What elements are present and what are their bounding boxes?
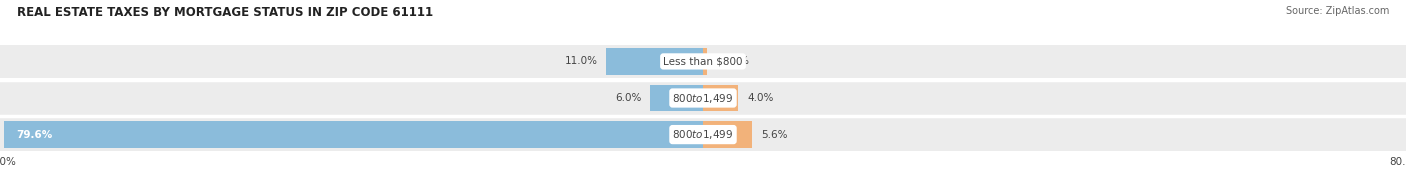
Bar	[0, 81, 1406, 115]
Bar	[703, 48, 707, 75]
Bar	[703, 121, 752, 148]
Bar	[606, 48, 703, 75]
Text: 0.51%: 0.51%	[716, 56, 749, 66]
Bar	[4, 121, 703, 148]
Text: $800 to $1,499: $800 to $1,499	[672, 128, 734, 141]
Bar	[0, 44, 1406, 78]
Bar	[650, 85, 703, 111]
Text: 79.6%: 79.6%	[17, 130, 53, 140]
Text: REAL ESTATE TAXES BY MORTGAGE STATUS IN ZIP CODE 61111: REAL ESTATE TAXES BY MORTGAGE STATUS IN …	[17, 6, 433, 19]
Text: 5.6%: 5.6%	[761, 130, 787, 140]
Text: $800 to $1,499: $800 to $1,499	[672, 92, 734, 104]
Text: 4.0%: 4.0%	[747, 93, 773, 103]
Text: Less than $800: Less than $800	[664, 56, 742, 66]
Bar	[703, 85, 738, 111]
Bar	[0, 118, 1406, 152]
Text: Source: ZipAtlas.com: Source: ZipAtlas.com	[1285, 6, 1389, 16]
Text: 11.0%: 11.0%	[565, 56, 598, 66]
Text: 6.0%: 6.0%	[614, 93, 641, 103]
